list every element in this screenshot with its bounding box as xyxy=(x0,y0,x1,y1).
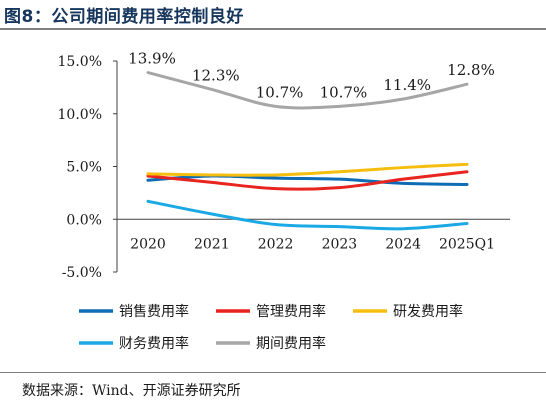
y-tick-label: 15.0% xyxy=(58,54,102,70)
x-tick-label: 2023 xyxy=(322,236,358,252)
source-divider xyxy=(0,372,546,373)
x-tick-label: 2020 xyxy=(130,236,166,252)
data-label: 11.4% xyxy=(383,76,431,94)
series-line-3 xyxy=(146,199,469,231)
series-line-4 xyxy=(146,71,469,110)
data-point xyxy=(274,177,277,180)
series-lines xyxy=(146,71,469,231)
legend-item: 期间费用率 xyxy=(216,335,326,352)
line-chart: -5.0% 0.0% 5.0% 10.0% 15.0% 2020 2021 2022 2023 2… xyxy=(58,50,510,352)
data-point xyxy=(338,186,341,189)
data-label: 12.3% xyxy=(192,66,240,84)
data-point xyxy=(402,182,405,185)
data-point xyxy=(147,71,150,74)
x-tick-label: 2021 xyxy=(194,236,230,252)
data-label: 10.7% xyxy=(320,83,368,101)
data-point xyxy=(147,172,150,175)
data-point xyxy=(147,179,150,182)
y-tick-label: -5.0% xyxy=(62,265,102,281)
data-label: 12.8% xyxy=(447,61,495,79)
legend-label: 销售费用率 xyxy=(119,303,189,320)
y-tick-label: 0.0% xyxy=(66,212,102,228)
legend-item: 管理费用率 xyxy=(216,303,326,320)
data-point xyxy=(338,225,341,228)
data-point xyxy=(466,163,469,166)
legend-label: 研发费用率 xyxy=(393,303,463,320)
data-point xyxy=(338,178,341,181)
legend-item: 研发费用率 xyxy=(353,303,463,320)
data-point xyxy=(402,97,405,100)
data-point xyxy=(338,170,341,173)
y-tick-label: 5.0% xyxy=(66,160,102,176)
data-labels: 13.9% 12.3% 10.7% 10.7% 11.4% 12.8% xyxy=(128,50,495,102)
data-point xyxy=(274,173,277,176)
legend-label: 财务费用率 xyxy=(119,335,189,352)
axes: -5.0% 0.0% 5.0% 10.0% 15.0% 2020 2021 2022 2023 2… xyxy=(58,54,510,281)
data-point xyxy=(466,170,469,173)
data-point xyxy=(274,187,277,190)
data-point xyxy=(210,88,213,91)
data-point xyxy=(402,178,405,181)
data-point xyxy=(466,183,469,186)
data-point xyxy=(210,173,213,176)
data-label: 10.7% xyxy=(256,83,304,101)
legend-label: 管理费用率 xyxy=(256,303,326,320)
data-point xyxy=(466,83,469,86)
series-line-1 xyxy=(146,170,469,191)
legend-item: 财务费用率 xyxy=(79,335,189,352)
legend-item: 销售费用率 xyxy=(79,303,189,320)
data-point xyxy=(210,181,213,184)
source-note: 数据来源：Wind、开源证券研究所 xyxy=(22,383,241,399)
legend-label: 期间费用率 xyxy=(256,335,326,352)
data-point xyxy=(466,222,469,225)
data-point xyxy=(147,200,150,203)
series-line-2 xyxy=(146,162,469,177)
x-tick-label: 2022 xyxy=(258,236,294,252)
x-tick-label: 2024 xyxy=(385,236,421,252)
title-divider xyxy=(0,28,546,30)
data-point xyxy=(210,212,213,215)
x-tick-label: 2025Q1 xyxy=(439,236,495,252)
data-point xyxy=(338,105,341,108)
data-label: 13.9% xyxy=(128,50,176,68)
data-point xyxy=(402,166,405,169)
data-point xyxy=(402,227,405,230)
data-point xyxy=(274,223,277,226)
figure-title: 图8：公司期间费用率控制良好 xyxy=(4,7,244,27)
data-point xyxy=(274,105,277,108)
y-tick-label: 10.0% xyxy=(58,107,102,123)
